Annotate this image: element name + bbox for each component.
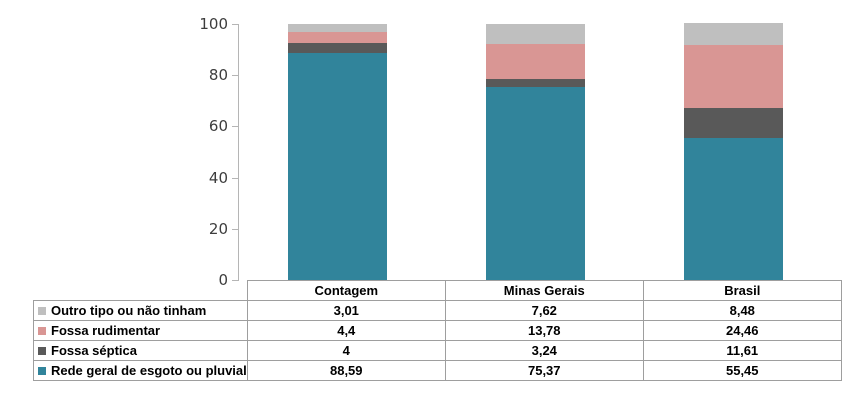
y-axis-tick-mark	[232, 75, 238, 76]
y-axis-tick-label: 40	[208, 169, 228, 187]
bar-segment	[288, 53, 387, 280]
legend-swatch-icon	[38, 347, 46, 355]
table-header-cell: Brasil	[642, 280, 842, 301]
table-row: Rede geral de esgoto ou pluvial 88,59 75,3…	[33, 360, 842, 381]
value-cell: 7,62	[444, 300, 644, 321]
bar-segment	[288, 32, 387, 43]
bar-segment	[684, 23, 783, 45]
value-cell: 4	[246, 340, 446, 361]
stacked-bar-contagem	[288, 24, 387, 280]
y-axis-tick-label: 20	[208, 220, 228, 238]
table-row: Fossa séptica 4 3,24 11,61	[33, 340, 842, 361]
data-table-legend: Contagem Minas Gerais Brasil Outro tipo ou …	[33, 280, 842, 381]
legend-label: Fossa rudimentar	[51, 323, 161, 338]
value-cell: 3,24	[444, 340, 644, 361]
bar-segment	[486, 44, 585, 79]
table-blank-cell	[34, 281, 248, 301]
y-axis-tick-label: 80	[208, 66, 228, 84]
legend-swatch-icon	[38, 367, 46, 375]
table-header-cell: Contagem	[246, 280, 446, 301]
y-axis-tick-mark	[232, 178, 238, 179]
legend-swatch-icon	[38, 327, 46, 335]
y-axis-line	[238, 24, 239, 281]
bar-segment	[684, 45, 783, 108]
bar-segment	[486, 79, 585, 87]
legend-cell: Fossa rudimentar	[33, 320, 248, 341]
table-header-cell: Minas Gerais	[444, 280, 644, 301]
bar-segment	[486, 24, 585, 44]
bar-segment	[486, 87, 585, 280]
value-cell: 55,45	[642, 360, 842, 381]
bar-segment	[684, 138, 783, 280]
y-axis-tick-label: 0	[218, 271, 228, 289]
table-row: Fossa rudimentar 4,4 13,78 24,46	[33, 320, 842, 341]
value-cell: 88,59	[246, 360, 446, 381]
legend-cell: Outro tipo ou não tinham	[33, 300, 248, 321]
y-axis-tick-mark	[232, 229, 238, 230]
table-row: Outro tipo ou não tinham 3,01 7,62 8,48	[33, 300, 842, 321]
value-cell: 13,78	[444, 320, 644, 341]
y-axis-tick-mark	[232, 280, 238, 281]
bar-segment	[288, 43, 387, 53]
value-cell: 75,37	[444, 360, 644, 381]
value-cell: 3,01	[246, 300, 446, 321]
legend-label: Fossa séptica	[51, 343, 137, 358]
legend-label: Outro tipo ou não tinham	[51, 303, 207, 318]
legend-cell: Rede geral de esgoto ou pluvial	[33, 360, 248, 381]
y-axis-tick-label: 60	[208, 117, 228, 135]
stacked-bar-minas-gerais	[486, 24, 585, 280]
value-cell: 11,61	[642, 340, 842, 361]
legend-swatch-icon	[38, 307, 46, 315]
y-axis-tick-label: 100	[199, 15, 228, 33]
bar-segment	[288, 24, 387, 32]
y-axis-tick-mark	[232, 24, 238, 25]
legend-label: Rede geral de esgoto ou pluvial	[51, 363, 247, 378]
table-header-row: Contagem Minas Gerais Brasil	[34, 280, 842, 301]
stacked-bar-brasil	[684, 23, 783, 280]
legend-cell: Fossa séptica	[33, 340, 248, 361]
value-cell: 4,4	[246, 320, 446, 341]
bar-segment	[684, 108, 783, 138]
y-axis-tick-mark	[232, 126, 238, 127]
value-cell: 8,48	[642, 300, 842, 321]
value-cell: 24,46	[642, 320, 842, 341]
